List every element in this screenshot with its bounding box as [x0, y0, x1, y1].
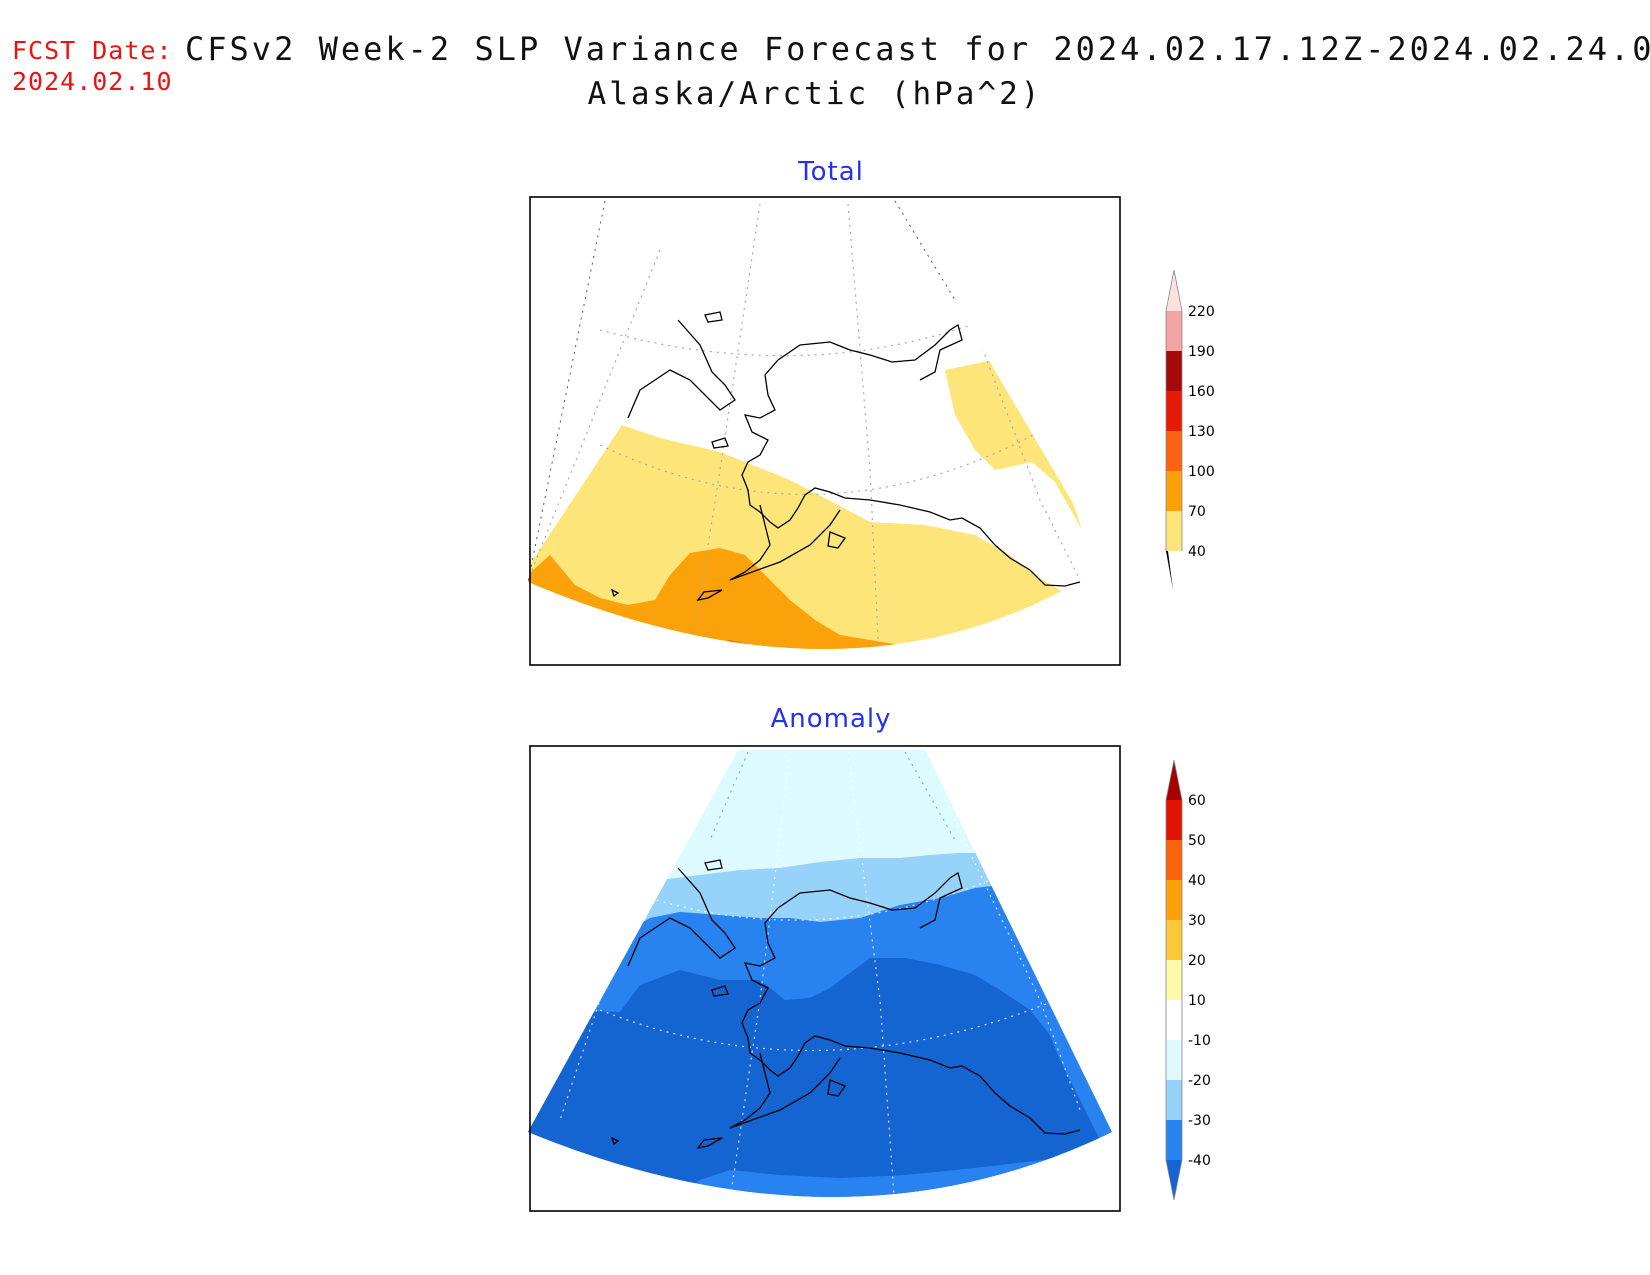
total-colorbar-label: 220	[1188, 304, 1215, 320]
anomaly-colorbar-bin	[1166, 920, 1182, 960]
total-colorbar-label: 190	[1188, 344, 1215, 360]
total-colorbar-label: 100	[1188, 464, 1215, 480]
anomaly-colorbar: -40 -30 -20 -10 10 20 30 40 50 60	[1165, 759, 1211, 1201]
total-colorbar-label: 130	[1188, 424, 1215, 440]
total-colorbar-bin-70-100	[1166, 471, 1182, 511]
figure-subtitle: Alaska/Arctic (hPa^2)	[587, 76, 1043, 112]
total-shading	[528, 360, 1082, 649]
anomaly-colorbar-cap-high	[1166, 760, 1182, 800]
anomaly-colorbar-bin	[1166, 1080, 1182, 1120]
anomaly-colorbar-label: 50	[1188, 833, 1206, 849]
total-fan-edge	[527, 200, 956, 583]
anomaly-colorbar-label: 60	[1188, 793, 1206, 809]
anomaly-colorbar-outline	[1165, 759, 1183, 1201]
total-colorbar-bin-130-160	[1166, 391, 1182, 431]
total-colorbar-bin-100-130	[1166, 431, 1182, 471]
anomaly-colorbar-bin	[1166, 800, 1182, 840]
figure-title: CFSv2 Week-2 SLP Variance Forecast for 2…	[185, 30, 1650, 68]
anomaly-colorbar-label: 10	[1188, 993, 1206, 1009]
total-panel: Total	[527, 157, 1215, 666]
anomaly-graticule	[559, 751, 1081, 1197]
anomaly-shading	[528, 750, 1140, 1260]
anomaly-colorbar-bin	[1166, 1040, 1182, 1080]
anomaly-panel: Anomaly	[528, 704, 1211, 1260]
anomaly-shade-below-minus40	[528, 958, 1100, 1197]
anomaly-colorbar-bin	[1166, 1000, 1182, 1040]
anomaly-fan-edge	[709, 751, 956, 841]
anomaly-colorbar-bin	[1166, 840, 1182, 880]
total-colorbar-label: 70	[1188, 504, 1206, 520]
anomaly-colorbar-label: 30	[1188, 913, 1206, 929]
anomaly-colorbar-label: -30	[1188, 1113, 1211, 1129]
anomaly-colorbar-bin	[1166, 880, 1182, 920]
anomaly-map-frame	[529, 745, 1121, 1212]
anomaly-shade-lower-minus20-minus30	[690, 1200, 1140, 1260]
total-panel-title: Total	[797, 157, 864, 187]
anomaly-colorbar-label: -10	[1188, 1033, 1211, 1049]
total-colorbar-cap-low	[1166, 551, 1173, 590]
forecast-date-value: 2024.02.10	[12, 67, 173, 96]
total-graticule	[528, 203, 1081, 649]
anomaly-colorbar-label: -40	[1188, 1153, 1211, 1169]
anomaly-colorbar-label: 20	[1188, 953, 1206, 969]
total-colorbar-bin-190-220	[1166, 311, 1182, 351]
total-shade-70-100	[528, 548, 900, 649]
total-colorbar-cap-high	[1166, 270, 1182, 311]
anomaly-colorbar-cap-low	[1166, 1160, 1182, 1200]
total-colorbar-label: 160	[1188, 384, 1215, 400]
anomaly-colorbar-label: -20	[1188, 1073, 1211, 1089]
anomaly-shade-lower-minus10-minus20	[760, 1232, 1140, 1260]
total-colorbar-outline	[1165, 269, 1183, 551]
total-colorbar: 40 70 100 130 160 190 220	[1165, 269, 1215, 590]
total-colorbar-label: 40	[1188, 544, 1206, 560]
total-map-frame	[529, 196, 1121, 666]
anomaly-colorbar-bin	[1166, 960, 1182, 1000]
forecast-date-label: FCST Date:	[12, 36, 173, 65]
anomaly-colorbar-bin	[1166, 1120, 1182, 1160]
total-colorbar-bin-160-190	[1166, 351, 1182, 391]
total-colorbar-bin-40-70	[1166, 511, 1182, 551]
anomaly-panel-title: Anomaly	[770, 704, 891, 734]
anomaly-colorbar-label: 40	[1188, 873, 1206, 889]
